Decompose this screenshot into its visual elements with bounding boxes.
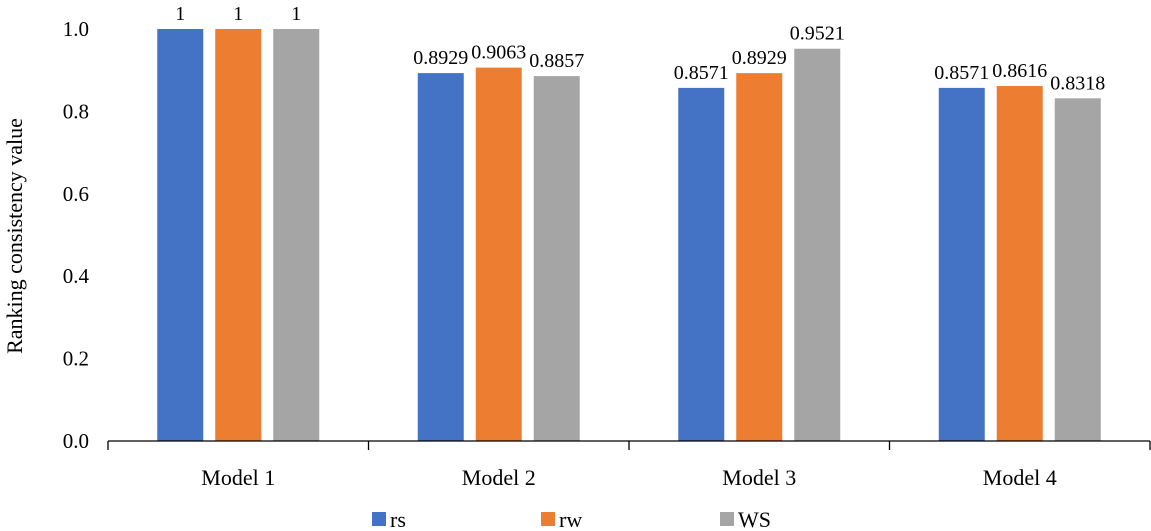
bar-WS-4 — [1054, 98, 1101, 441]
value-label-WS-1: 1 — [291, 3, 301, 25]
category-label: Model 1 — [201, 465, 275, 490]
value-label-rw-1: 1 — [233, 3, 243, 25]
value-label-WS-2: 0.8857 — [529, 50, 584, 72]
y-tick-label: 0.0 — [63, 429, 89, 453]
value-label-rs-1: 1 — [175, 3, 185, 25]
bar-rw-2 — [475, 67, 522, 441]
y-axis-title: Ranking consistency value — [2, 118, 27, 354]
value-label-rs-2: 0.8929 — [413, 47, 468, 69]
category-label: Model 4 — [983, 465, 1057, 490]
value-labels: 1 1 10.8929 0.9063 0.88570.85710.89290.95210… — [175, 3, 1105, 94]
bar-rs-4 — [938, 87, 985, 441]
bar-rs-2 — [417, 73, 464, 442]
legend-label-WS: WS — [738, 507, 771, 531]
category-labels: Model 1 Model 2 Model 3 Model 4 — [201, 465, 1056, 490]
value-label-rw-2: 0.9063 — [471, 42, 526, 64]
legend-swatch-rw — [541, 512, 555, 526]
bar-rs-3 — [678, 87, 725, 441]
value-label-rw-3: 0.8929 — [732, 47, 787, 69]
y-axis-ticks: 0.0 0.2 0.4 0.6 0.8 1.0 — [63, 17, 90, 453]
bar-rw-1 — [215, 29, 262, 441]
category-label: Model 3 — [722, 465, 796, 490]
bar-rw-4 — [996, 86, 1043, 441]
y-tick-label: 0.4 — [63, 264, 90, 288]
bar-rw-3 — [736, 73, 783, 442]
legend-swatch-WS — [720, 512, 734, 526]
value-label-rs-3: 0.8571 — [674, 62, 729, 84]
legend-swatch-rs — [372, 512, 386, 526]
bar-WS-3 — [794, 48, 841, 441]
value-label-rs-4: 0.8571 — [934, 62, 989, 84]
y-tick-label: 0.6 — [63, 182, 89, 206]
y-tick-label: 0.8 — [63, 99, 89, 123]
bar-WS-2 — [533, 76, 580, 441]
value-label-rw-4: 0.8616 — [992, 60, 1047, 82]
category-label: Model 2 — [462, 465, 536, 490]
bars — [157, 29, 1101, 442]
y-tick-label: 1.0 — [63, 17, 89, 41]
legend-label-rs: rs — [390, 507, 406, 531]
value-label-WS-4: 0.8318 — [1050, 72, 1105, 94]
bar-rs-1 — [157, 29, 204, 441]
bar-WS-1 — [273, 29, 320, 441]
legend: rs rw WS — [372, 507, 771, 531]
y-tick-label: 0.2 — [63, 347, 89, 371]
legend-label-rw: rw — [559, 507, 582, 531]
value-label-WS-3: 0.9521 — [790, 23, 845, 45]
x-axis-ticks — [107, 441, 1151, 450]
